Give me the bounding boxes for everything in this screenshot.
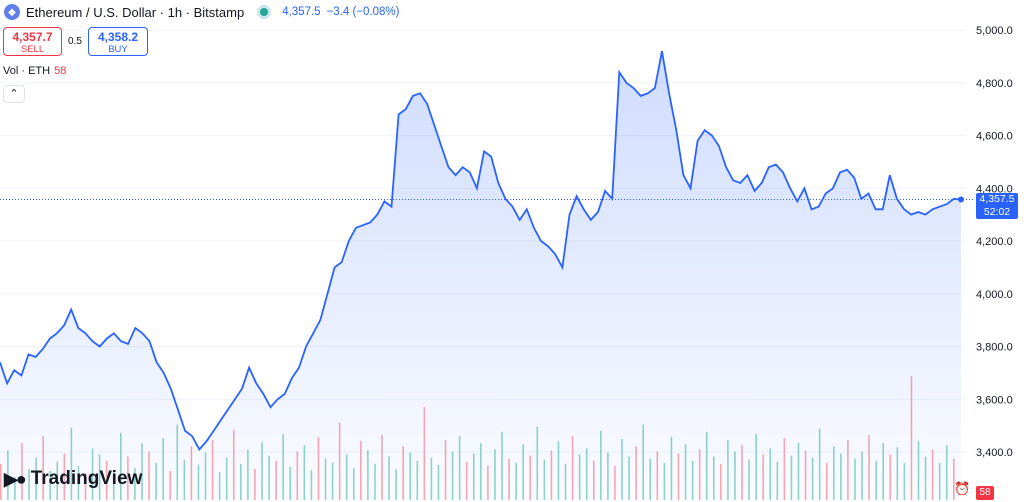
- last-price-value: 4,357.5: [979, 193, 1015, 205]
- tradingview-logo[interactable]: ▶● TradingView: [4, 468, 142, 490]
- sell-button[interactable]: 4,357.7 SELL: [3, 27, 62, 56]
- spread-value: 0.5: [68, 36, 82, 47]
- price-line: [0, 50, 962, 451]
- last-price-label: 4,357.5 52:02: [976, 193, 1018, 219]
- y-tick-label: 4,800.0: [976, 78, 1013, 90]
- market-status-icon[interactable]: [260, 8, 269, 16]
- chart-header: ◆ Ethereum / U.S. Dollar · 1h · Bitstamp…: [4, 4, 399, 20]
- y-tick-label: 4,000.0: [976, 289, 1013, 301]
- y-tick-label: 3,600.0: [976, 394, 1013, 406]
- sell-label: SELL: [20, 44, 45, 55]
- buy-label: BUY: [108, 44, 128, 55]
- price-area: [0, 51, 961, 500]
- sell-price: 4,357.7: [12, 30, 53, 44]
- volume-legend[interactable]: Vol · ETH 58: [3, 65, 66, 77]
- y-tick-label: 4,400.0: [976, 183, 1013, 195]
- logo-text: TradingView: [30, 468, 143, 489]
- chevron-up-icon[interactable]: ⌃: [3, 85, 25, 103]
- symbol-title[interactable]: Ethereum / U.S. Dollar · 1h · Bitstamp: [26, 4, 245, 20]
- ethereum-icon: ◆: [4, 4, 20, 20]
- volume-value: 58: [54, 65, 67, 77]
- volume-label: Vol · ETH: [3, 65, 51, 77]
- volume-axis-label: 58: [976, 486, 994, 500]
- buy-button[interactable]: 4,358.2 BUY: [88, 27, 148, 56]
- buy-price: 4,358.2: [97, 30, 139, 44]
- y-tick-label: 5,000.0: [976, 25, 1013, 37]
- alert-icon[interactable]: ⏰: [954, 481, 971, 496]
- bar-countdown: 52:02: [983, 206, 1011, 218]
- y-tick-label: 3,800.0: [976, 342, 1013, 354]
- y-tick-label: 4,200.0: [976, 236, 1013, 248]
- y-tick-label: 4,600.0: [976, 131, 1013, 143]
- y-tick-label: 3,400.0: [976, 447, 1013, 459]
- tradingview-logo-icon: ▶●: [4, 468, 27, 489]
- header-price: 4,357.5: [282, 6, 321, 18]
- header-change: −3.4 (−0.08%): [326, 6, 400, 18]
- last-price-dot: [958, 196, 964, 203]
